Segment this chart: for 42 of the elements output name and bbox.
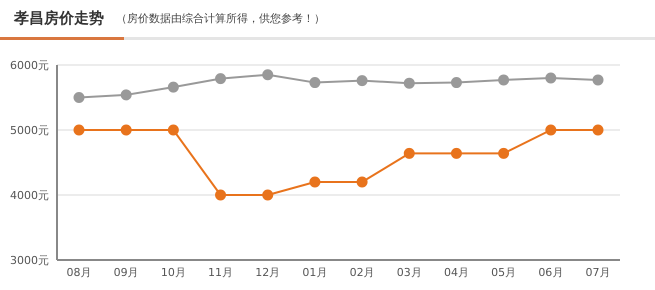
x-tick-label: 02月 [350, 266, 375, 279]
point [74, 92, 84, 103]
x-tick-label: 04月 [444, 266, 469, 279]
point [498, 74, 510, 86]
point [262, 190, 274, 200]
point [404, 148, 415, 159]
point [450, 148, 462, 159]
point [592, 74, 604, 86]
point [545, 72, 556, 84]
y-tick-label: 6000元 [10, 58, 49, 72]
point [309, 77, 320, 88]
point [168, 124, 179, 136]
x-tick-label: 07月 [586, 266, 610, 279]
x-tick-label: 10月 [160, 266, 186, 279]
x-tick-label: 03月 [396, 266, 422, 279]
x-tick-label: 09月 [114, 266, 139, 279]
x-tick-label: 06月 [538, 266, 564, 279]
x-tick-label: 11月 [208, 266, 234, 279]
x-tick-label: 01月 [302, 266, 328, 279]
x-tick-label: 12月 [255, 266, 280, 279]
point [262, 69, 274, 80]
point [404, 78, 415, 89]
point [120, 124, 132, 136]
x-tick-label: 08月 [66, 266, 92, 279]
point [356, 75, 368, 86]
point [450, 77, 462, 88]
chart-subtitle: （房价数据由综合计算所得，供您参考！） [116, 11, 325, 26]
y-tick-label: 3000元 [10, 254, 49, 267]
point [215, 73, 226, 84]
x-tick-label: 05月 [491, 266, 516, 279]
point [120, 89, 132, 100]
chart-title: 孝昌房价走势 [14, 9, 104, 28]
point [356, 176, 368, 188]
point [309, 176, 320, 188]
y-tick-label: 4000元 [10, 188, 49, 202]
point [215, 190, 226, 200]
point [545, 124, 556, 136]
point [592, 124, 604, 136]
y-tick-label: 5000元 [10, 124, 49, 137]
point [74, 124, 84, 136]
point [498, 148, 510, 159]
point [168, 82, 179, 93]
